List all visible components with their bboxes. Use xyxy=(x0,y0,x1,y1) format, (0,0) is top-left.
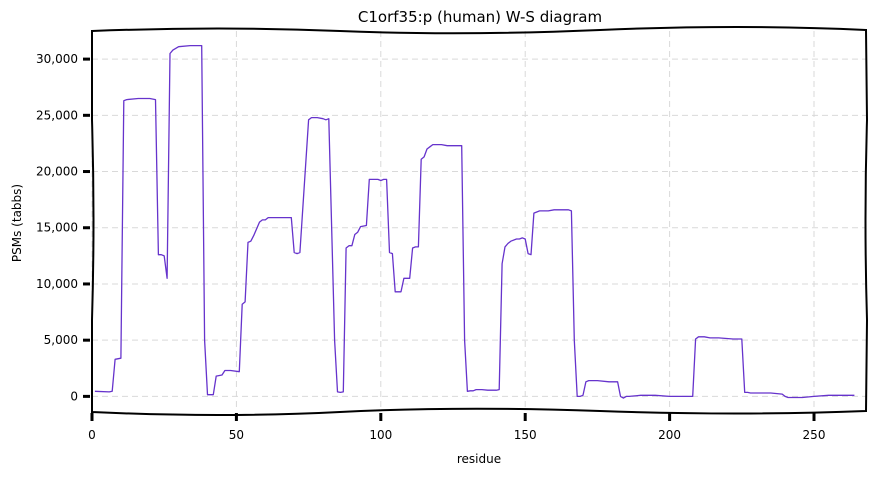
plot-frame xyxy=(91,26,869,416)
y-tick-label: 20,000 xyxy=(36,165,78,179)
y-axis-label: PSMs (tabbs) xyxy=(10,184,24,262)
x-tick-label: 50 xyxy=(229,428,244,442)
y-tick-label: 15,000 xyxy=(36,221,78,235)
x-tick-label: 250 xyxy=(803,428,826,442)
y-tick-label: 5,000 xyxy=(44,333,78,347)
axis-ticks: 0 5,000 10,000 15,000 20,000 25,000 30,000 0 50 1… xyxy=(36,52,825,442)
y-tick-label: 25,000 xyxy=(36,108,78,122)
x-tick-label: 200 xyxy=(658,428,681,442)
y-tick-label: 0 xyxy=(70,389,78,403)
x-tick-label: 100 xyxy=(369,428,392,442)
x-axis-label: residue xyxy=(457,452,501,466)
psm-series-line xyxy=(94,44,855,399)
x-tick-label: 0 xyxy=(88,428,96,442)
y-tick-label: 10,000 xyxy=(36,277,78,291)
x-tick-label: 150 xyxy=(514,428,537,442)
chart-title: C1orf35:p (human) W-S diagram xyxy=(358,8,602,26)
grid xyxy=(91,31,866,411)
y-tick-label: 30,000 xyxy=(36,52,78,66)
